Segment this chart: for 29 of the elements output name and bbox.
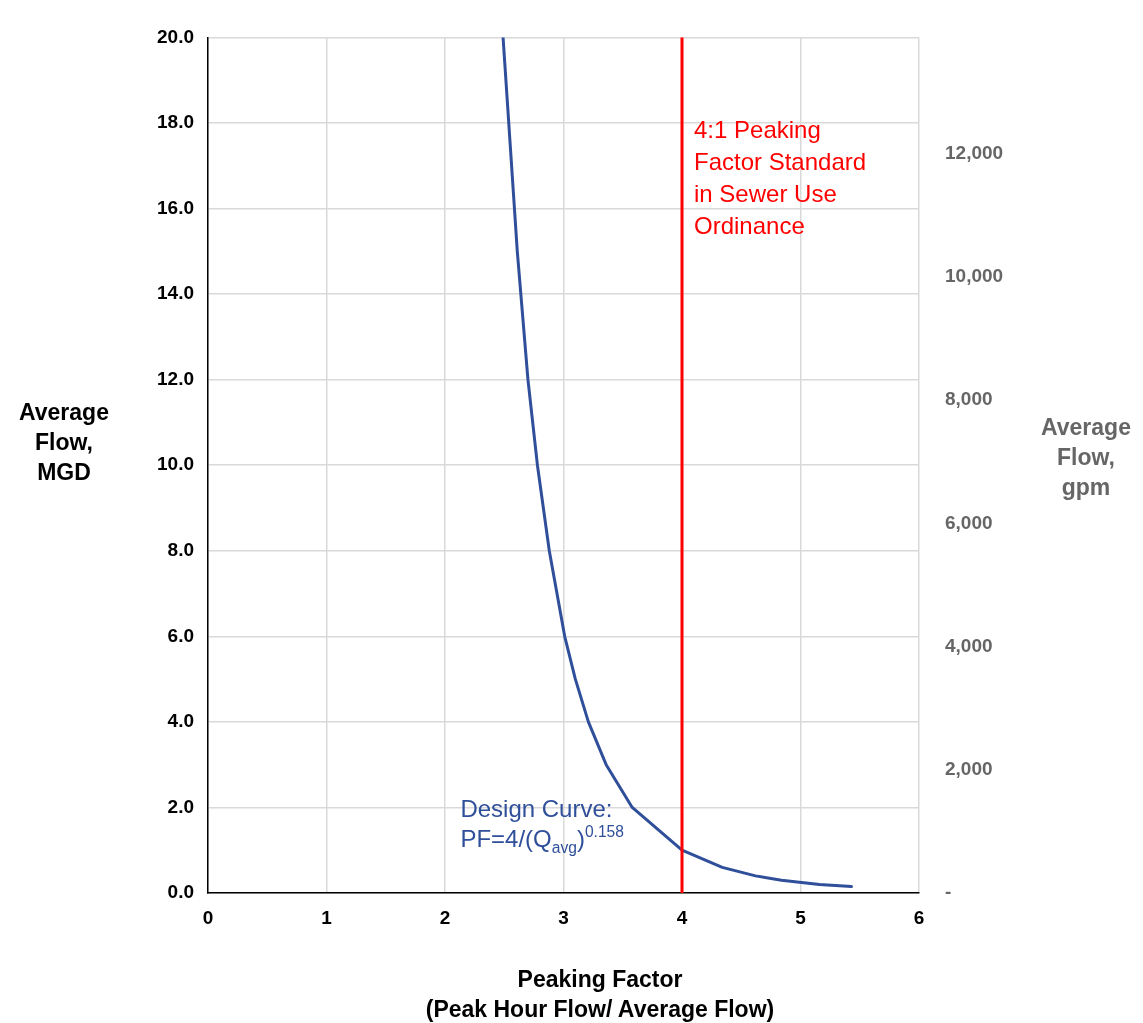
y2-tick-label: 6,000 [945, 511, 993, 533]
y-tick-label: 14.0 [157, 282, 194, 304]
y-tick-label: 20.0 [157, 25, 194, 47]
y-tick-label: 0.0 [167, 881, 194, 903]
x-tick-label: 3 [558, 906, 569, 928]
y-tick-label: 4.0 [167, 710, 194, 732]
y-tick-label: 6.0 [167, 624, 194, 646]
x-tick-label: 1 [321, 906, 333, 928]
y-tick-label: 12.0 [157, 367, 194, 389]
y-tick-label: 16.0 [157, 196, 194, 218]
x-tick-label: 2 [439, 906, 451, 928]
ref-line-label: 4:1 Peaking Factor Standard in Sewer Use Ordinance [694, 116, 867, 240]
y-tick-label: 2.0 [167, 795, 194, 817]
y-tick-label: 8.0 [167, 538, 194, 560]
y-axis-title: Average Flow, MGD [18, 398, 110, 487]
y2-tick-label: 8,000 [945, 388, 993, 410]
y2-tick-label: 4,000 [945, 634, 993, 656]
y-tick-label: 18.0 [157, 111, 194, 133]
y2-axis-title: Average Flow, gpm [1040, 413, 1132, 502]
x-axis-title: Peaking Factor (Peak Hour Flow/ Average Flow) [424, 965, 776, 1023]
x-tick-label: 0 [202, 906, 214, 928]
y2-tick-label: 10,000 [945, 265, 1004, 287]
x-tick-label: 4 [676, 906, 688, 928]
y2-tick-label: 12,000 [945, 142, 1004, 163]
y2-tick-label: - [945, 881, 952, 903]
y2-tick-label: 2,000 [945, 758, 993, 780]
x-tick-label: 6 [913, 906, 925, 928]
y-tick-label: 10.0 [157, 453, 194, 475]
x-tick-label: 5 [795, 906, 807, 928]
